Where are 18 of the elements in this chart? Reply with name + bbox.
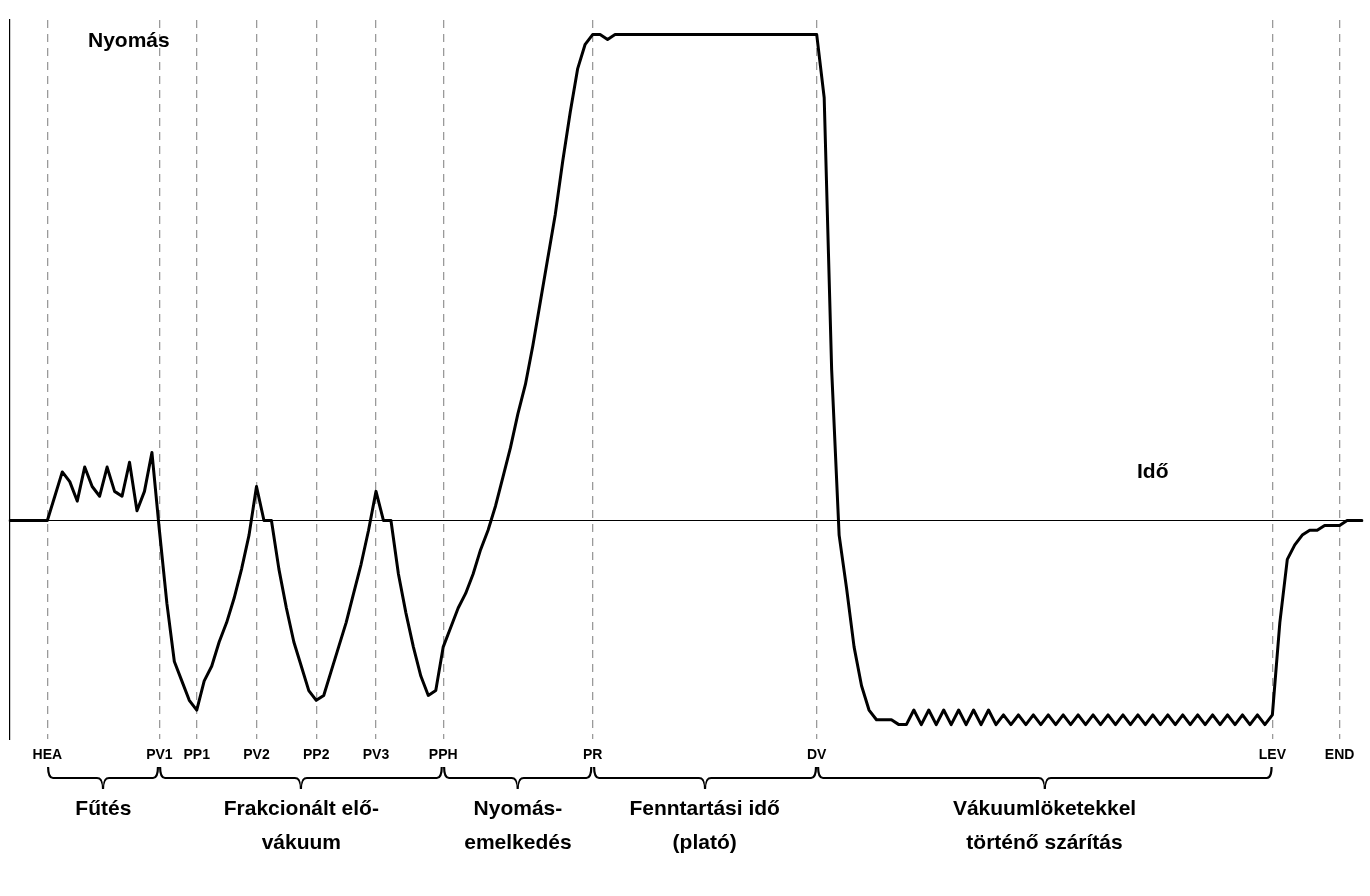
x-tick-label: PPH <box>428 746 458 763</box>
x-tick-label: PV1 <box>146 746 173 763</box>
x-tick-label: HEA <box>32 746 63 763</box>
text: Nyomás-emelkedés <box>463 795 573 855</box>
x-tick-label: PV3 <box>362 746 390 763</box>
x-tick-label: PR <box>582 746 603 763</box>
text: Fűtés <box>74 795 133 822</box>
y-axis-title: Nyomás <box>88 28 170 52</box>
text: Vákuumlöketekkel történő szárítás <box>951 795 1138 855</box>
x-tick-label: DV <box>806 746 828 763</box>
x-tick-label: END <box>1324 746 1355 763</box>
x-tick-label: PV2 <box>243 746 270 763</box>
text: Frakcionált elő-vákuum <box>222 795 380 855</box>
x-tick-label: PP2 <box>303 746 330 763</box>
x-axis-title: Idő <box>1137 458 1169 483</box>
x-tick-label: LEV <box>1258 746 1287 763</box>
x-tick-label: PP1 <box>183 746 211 763</box>
text: Fenntartási idő (plató) <box>628 795 781 855</box>
